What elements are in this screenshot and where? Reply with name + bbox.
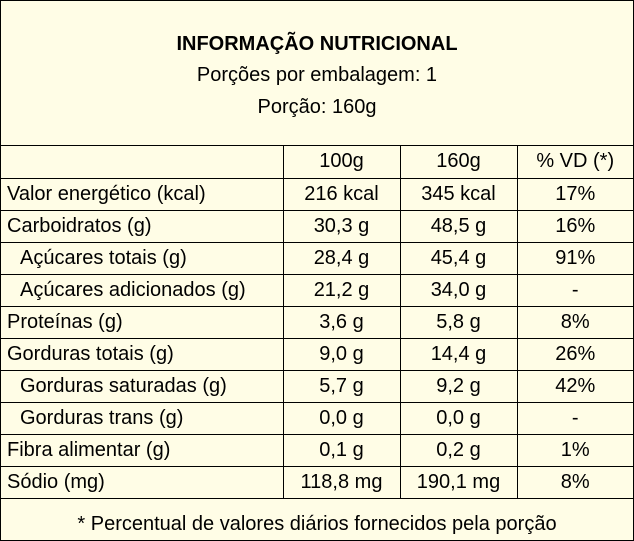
daily-value-percent: - <box>516 273 633 307</box>
daily-value-percent: 42% <box>516 369 633 403</box>
servings-per-package: Porções por embalagem: 1 <box>196 64 438 86</box>
table-row: Carboidratos (g) 30,3 g 48,5 g 16% <box>1 209 633 243</box>
value-per-portion: 9,2 g <box>399 369 518 403</box>
value-per-100g: 28,4 g <box>282 241 401 275</box>
daily-value-percent: 8% <box>516 465 633 499</box>
column-header-daily-value: % VD (*) <box>516 146 633 179</box>
value-per-100g: 0,0 g <box>282 401 401 435</box>
column-header-nutrient <box>1 146 284 179</box>
value-per-portion: 5,8 g <box>399 305 518 339</box>
daily-value-percent: 16% <box>516 209 633 243</box>
nutrient-label: Valor energético (kcal) <box>1 177 284 211</box>
nutrient-label: Gorduras totais (g) <box>1 337 284 371</box>
value-per-100g: 5,7 g <box>282 369 401 403</box>
daily-value-percent: 8% <box>516 305 633 339</box>
value-per-100g: 3,6 g <box>282 305 401 339</box>
daily-value-footnote: * Percentual de valores diários fornecid… <box>77 513 557 535</box>
label-header: INFORMAÇÃO NUTRICIONAL Porções por embal… <box>1 1 633 146</box>
value-per-portion: 0,0 g <box>399 401 518 435</box>
column-header-per-portion: 160g <box>399 146 518 179</box>
value-per-portion: 14,4 g <box>399 337 518 371</box>
value-per-portion: 0,2 g <box>399 433 518 467</box>
value-per-100g: 216 kcal <box>282 177 401 211</box>
value-per-100g: 0,1 g <box>282 433 401 467</box>
daily-value-percent: 17% <box>516 177 633 211</box>
daily-value-percent: 91% <box>516 241 633 275</box>
nutrient-label: Gorduras saturadas (g) <box>1 369 284 403</box>
value-per-portion: 345 kcal <box>399 177 518 211</box>
value-per-100g: 30,3 g <box>282 209 401 243</box>
nutrient-label: Carboidratos (g) <box>1 209 284 243</box>
nutrient-label: Açúcares adicionados (g) <box>1 273 284 307</box>
value-per-portion: 34,0 g <box>399 273 518 307</box>
table-row: Gorduras totais (g) 9,0 g 14,4 g 26% <box>1 337 633 371</box>
table-row: Gorduras trans (g) 0,0 g 0,0 g- <box>1 401 633 435</box>
nutrient-label: Sódio (mg) <box>1 465 284 499</box>
value-per-portion: 48,5 g <box>399 209 518 243</box>
nutrient-label: Fibra alimentar (g) <box>1 433 284 467</box>
portion-size: Porção: 160g <box>257 96 377 118</box>
label-title: INFORMAÇÃO NUTRICIONAL <box>176 33 458 55</box>
value-per-portion: 190,1 mg <box>399 465 518 499</box>
table-row: Gorduras saturadas (g) 5,7 g 9,2 g 42% <box>1 369 633 403</box>
nutrient-label: Proteínas (g) <box>1 305 284 339</box>
table-row: Açúcares totais (g) 28,4 g 45,4 g 91% <box>1 241 633 275</box>
value-per-portion: 45,4 g <box>399 241 518 275</box>
nutrition-table: 100g 160g % VD (*) Valor energético (kca… <box>1 146 633 499</box>
value-per-100g: 21,2 g <box>282 273 401 307</box>
nutrient-label: Gorduras trans (g) <box>1 401 284 435</box>
daily-value-percent: 1% <box>516 433 633 467</box>
table-row: Sódio (mg) 118,8 mg 190,1 mg 8% <box>1 465 633 499</box>
value-per-100g: 118,8 mg <box>282 465 401 499</box>
table-row: Fibra alimentar (g) 0,1 g 0,2 g 1% <box>1 433 633 467</box>
column-header-per-100g: 100g <box>282 146 401 179</box>
value-per-100g: 9,0 g <box>282 337 401 371</box>
table-row: Açúcares adicionados (g) 21,2 g 34,0 g- <box>1 273 633 307</box>
nutrient-label: Açúcares totais (g) <box>1 241 284 275</box>
table-header-row: 100g 160g % VD (*) <box>1 146 633 179</box>
table-row: Valor energético (kcal) 216 kcal 345 kcal 1… <box>1 177 633 211</box>
table-row: Proteínas (g) 3,6 g 5,8 g 8% <box>1 305 633 339</box>
daily-value-percent: - <box>516 401 633 435</box>
daily-value-percent: 26% <box>516 337 633 371</box>
